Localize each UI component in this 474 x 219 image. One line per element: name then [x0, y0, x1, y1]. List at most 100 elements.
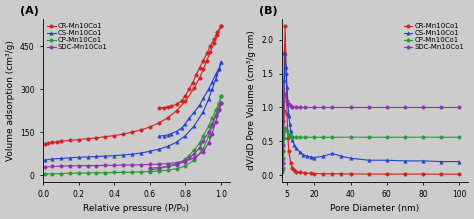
CR-Mn10Co1 [320, 172, 326, 175]
CP-Mn10Co1 [293, 136, 299, 139]
CP-Mn10Co1 [129, 171, 135, 173]
CS-Mn10Co1 [111, 154, 117, 157]
CR-Mn10Co1 [93, 136, 99, 139]
SDC-Mn10Co1 [420, 106, 426, 109]
SDC-Mn10Co1 [138, 163, 144, 166]
CS-Mn10Co1 [218, 61, 224, 63]
SDC-Mn10Co1 [76, 164, 82, 167]
CR-Mn10Co1 [285, 137, 291, 139]
CR-Mn10Co1 [438, 173, 444, 175]
CP-Mn10Co1 [85, 172, 91, 174]
CP-Mn10Co1 [165, 169, 171, 171]
CS-Mn10Co1 [281, 130, 286, 132]
CS-Mn10Co1 [147, 150, 153, 153]
SDC-Mn10Co1 [402, 106, 408, 109]
CR-Mn10Co1 [384, 173, 390, 175]
SDC-Mn10Co1 [85, 164, 91, 167]
CS-Mn10Co1 [286, 114, 292, 117]
CR-Mn10Co1 [147, 126, 153, 128]
CP-Mn10Co1 [206, 135, 211, 138]
CP-Mn10Co1 [297, 136, 302, 139]
CP-Mn10Co1 [182, 164, 188, 167]
SDC-Mn10Co1 [284, 99, 290, 102]
SDC-Mn10Co1 [120, 164, 126, 166]
SDC-Mn10Co1 [348, 106, 354, 109]
SDC-Mn10Co1 [129, 164, 135, 166]
CR-Mn10Co1 [308, 172, 313, 175]
CS-Mn10Co1 [297, 151, 302, 154]
CP-Mn10Co1 [120, 171, 126, 174]
CR-Mn10Co1 [280, 150, 285, 153]
SDC-Mn10Co1 [302, 106, 308, 109]
CR-Mn10Co1 [46, 142, 51, 145]
CR-Mn10Co1 [49, 141, 55, 144]
CS-Mn10Co1 [320, 155, 326, 157]
CR-Mn10Co1 [156, 122, 162, 124]
CS-Mn10Co1 [120, 154, 126, 156]
CP-Mn10Co1 [288, 134, 293, 137]
SDC-Mn10Co1 [280, 162, 285, 164]
CS-Mn10Co1 [304, 155, 310, 157]
CR-Mn10Co1 [282, 52, 287, 55]
CP-Mn10Co1 [138, 171, 144, 173]
CR-Mn10Co1 [286, 150, 292, 153]
CP-Mn10Co1 [58, 172, 64, 175]
CS-Mn10Co1 [217, 68, 222, 71]
SDC-Mn10Co1 [213, 121, 219, 124]
SDC-Mn10Co1 [279, 168, 284, 171]
CR-Mn10Co1 [201, 68, 206, 71]
Line: CR-Mn10Co1: CR-Mn10Co1 [43, 25, 223, 146]
CS-Mn10Co1 [210, 88, 215, 90]
Text: (A): (A) [20, 6, 39, 16]
CS-Mn10Co1 [213, 78, 219, 81]
Line: CR-Mn10Co1: CR-Mn10Co1 [280, 25, 461, 176]
CS-Mn10Co1 [282, 79, 287, 82]
CP-Mn10Co1 [282, 137, 287, 139]
CR-Mn10Co1 [293, 170, 299, 173]
CS-Mn10Co1 [173, 141, 179, 143]
CP-Mn10Co1 [280, 167, 285, 170]
CS-Mn10Co1 [201, 110, 206, 113]
CP-Mn10Co1 [311, 136, 317, 139]
CR-Mn10Co1 [173, 109, 179, 112]
CR-Mn10Co1 [55, 141, 60, 143]
CS-Mn10Co1 [279, 167, 284, 170]
CR-Mn10Co1 [284, 113, 290, 116]
CR-Mn10Co1 [420, 173, 426, 175]
SDC-Mn10Co1 [293, 106, 299, 109]
SDC-Mn10Co1 [283, 93, 288, 95]
Line: CS-Mn10Co1: CS-Mn10Co1 [43, 60, 223, 162]
CR-Mn10Co1 [85, 137, 91, 140]
CR-Mn10Co1 [197, 76, 202, 79]
CP-Mn10Co1 [67, 172, 73, 175]
SDC-Mn10Co1 [147, 163, 153, 166]
CR-Mn10Co1 [402, 173, 408, 175]
CR-Mn10Co1 [283, 72, 289, 75]
SDC-Mn10Co1 [58, 165, 64, 168]
SDC-Mn10Co1 [210, 132, 215, 135]
CS-Mn10Co1 [311, 156, 317, 159]
SDC-Mn10Co1 [201, 150, 206, 153]
CR-Mn10Co1 [366, 173, 372, 175]
CR-Mn10Co1 [120, 133, 126, 135]
CR-Mn10Co1 [218, 25, 224, 28]
CP-Mn10Co1 [217, 102, 222, 105]
CR-Mn10Co1 [292, 169, 297, 172]
CP-Mn10Co1 [284, 130, 290, 132]
Legend: CR-Mn10Co1, CS-Mn10Co1, CP-Mn10Co1, SDC-Mn10Co1: CR-Mn10Co1, CS-Mn10Co1, CP-Mn10Co1, SDC-… [403, 22, 465, 51]
CS-Mn10Co1 [384, 159, 390, 162]
Y-axis label: dV/dD Pore Volume (cm³/g·nm): dV/dD Pore Volume (cm³/g·nm) [246, 30, 255, 170]
CR-Mn10Co1 [42, 143, 48, 145]
CR-Mn10Co1 [279, 162, 284, 164]
CP-Mn10Co1 [456, 136, 462, 139]
SDC-Mn10Co1 [384, 106, 390, 109]
CP-Mn10Co1 [366, 136, 372, 139]
SDC-Mn10Co1 [288, 105, 293, 108]
CP-Mn10Co1 [102, 171, 108, 174]
CS-Mn10Co1 [338, 155, 344, 157]
CS-Mn10Co1 [456, 160, 462, 163]
SDC-Mn10Co1 [281, 143, 286, 146]
CP-Mn10Co1 [438, 136, 444, 139]
CS-Mn10Co1 [102, 155, 108, 157]
SDC-Mn10Co1 [42, 166, 48, 168]
